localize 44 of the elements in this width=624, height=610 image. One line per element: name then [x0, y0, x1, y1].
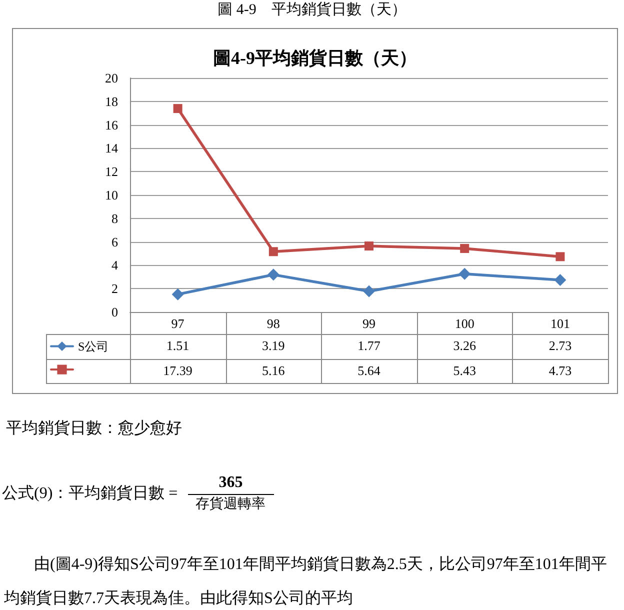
y-tick-label: 2 [112, 281, 118, 296]
caption: 圖 4-9 平均銷貨日數（天） [216, 1, 408, 19]
y-tick-label: 8 [112, 210, 118, 226]
y-tick-label: 12 [105, 164, 118, 180]
chart-title: 圖4-9平均銷貨日數（天） [213, 48, 417, 68]
data-label: 4.73 [548, 362, 573, 380]
point [554, 274, 566, 286]
y-tick-label: 20 [105, 70, 118, 86]
x-tick-label: 101 [550, 316, 570, 331]
point [458, 268, 471, 280]
point [173, 104, 182, 114]
point [556, 252, 565, 262]
point [267, 268, 280, 281]
legend-label: S公司 [78, 339, 109, 354]
text: 公式(9)：平均銷貨日數 = [2, 484, 178, 504]
data-label: 5.43 [452, 362, 477, 380]
text: 存貨週轉率 [194, 495, 267, 514]
data-label: 5.16 [261, 362, 286, 380]
data-label: 3.26 [452, 337, 477, 355]
x-tick-label: 100 [454, 316, 474, 331]
y-tick-label: 10 [105, 188, 118, 202]
data-label: 1.77 [356, 337, 382, 355]
x-tick-label: 99 [362, 316, 376, 331]
point [268, 247, 278, 256]
data-label: 1.51 [165, 337, 190, 355]
data-label: 17.39 [162, 362, 194, 380]
data-label: 5.64 [356, 362, 382, 380]
y-tick-label: 16 [105, 117, 118, 132]
y-tick-label: 14 [105, 140, 118, 156]
x-tick-label: 98 [266, 316, 280, 331]
y-tick-label: 18 [105, 94, 118, 109]
point [460, 244, 470, 253]
y-tick-label: 6 [112, 234, 118, 250]
y-tick-label: 0 [112, 304, 118, 320]
text: 由(圖4-9)得知S公司97年至101年間平均銷貨日數為2.5天，比公司97年至101年間平均銷貨日數7.7天表現為佳。由此得知S公司的平均 [4, 554, 608, 609]
data-label: 3.19 [261, 337, 286, 355]
point [363, 285, 375, 298]
point [364, 242, 374, 251]
y-tick-label: 4 [112, 258, 118, 273]
data-label: 2.73 [548, 337, 573, 355]
text: 平均銷貨日數：愈少愈好 [6, 419, 182, 439]
point [172, 288, 184, 300]
text: 365 [188, 472, 274, 495]
x-tick-label: 97 [171, 316, 185, 331]
